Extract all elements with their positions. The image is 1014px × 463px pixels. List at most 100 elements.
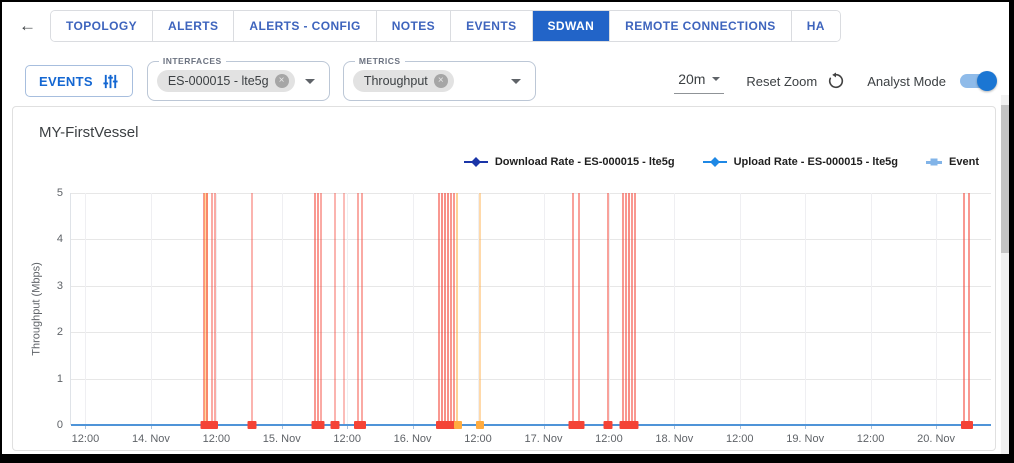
event-vertical-line [437, 193, 440, 425]
event-vertical-line [455, 193, 458, 425]
y-tick-label: 3 [56, 279, 63, 292]
chart-title: MY-FirstVessel [39, 124, 139, 141]
event-vertical-line [213, 193, 216, 425]
toolbar-right-group: 20m Reset Zoom Analyst Mode [674, 68, 998, 94]
event-vertical-line [202, 193, 205, 425]
chip-remove-icon[interactable]: × [433, 74, 448, 88]
y-tick-label: 1 [56, 372, 63, 385]
event-marker [475, 421, 484, 429]
y-axis-title: Throughput (Mbps) [31, 262, 43, 356]
legend-item[interactable]: Download Rate - ES-000015 - lte5g [463, 156, 675, 168]
interface-chip[interactable]: ES-000015 - lte5g × [156, 70, 295, 92]
y-gridline [71, 193, 991, 194]
app-window: ← TOPOLOGY ALERTS ALERTS - CONFIG NOTES EVEN… [2, 2, 1009, 454]
x-tick-label: 12:00 [333, 433, 361, 445]
x-gridline [608, 193, 610, 425]
analyst-mode-label: Analyst Mode [867, 73, 946, 89]
back-arrow-icon[interactable]: ← [19, 16, 36, 35]
x-tick-mark [347, 425, 349, 429]
scrollbar[interactable] [1001, 95, 1009, 454]
x-tick-label: 12:00 [202, 433, 231, 445]
event-vertical-line [607, 193, 610, 425]
plot-area[interactable]: Throughput (Mbps) 0 1 2 3 4 5 12:00 14. Nov 12:0… [31, 187, 991, 445]
interfaces-label: INTERFACES [158, 56, 226, 66]
event-marker [311, 421, 325, 429]
scrollbar-thumb[interactable] [1001, 105, 1009, 253]
x-tick-label: 12:00 [464, 433, 492, 445]
chevron-down-icon [304, 78, 315, 84]
chip-remove-icon[interactable]: × [274, 74, 289, 88]
tab-sdwan[interactable]: SDWAN [532, 11, 611, 41]
event-vertical-line [634, 193, 637, 425]
chevron-down-icon [510, 78, 521, 84]
event-vertical-line [205, 193, 208, 425]
metrics-label: METRICS [354, 56, 405, 66]
event-vertical-line [250, 193, 253, 425]
event-marker [603, 421, 613, 429]
event-vertical-line [452, 193, 455, 425]
event-vertical-line [342, 193, 345, 425]
x-tick-mark [85, 425, 87, 429]
event-marker [247, 421, 257, 429]
event-marker [960, 421, 973, 429]
events-button-label: EVENTS [39, 73, 93, 89]
event-vertical-line [572, 193, 575, 425]
y-gridline [71, 285, 991, 287]
x-tick-mark [674, 425, 676, 429]
chart-card: MY-FirstVessel Download Rate - ES-000015… [12, 106, 996, 451]
legend-diamond-marker [702, 157, 727, 167]
x-gridline [674, 193, 676, 425]
x-gridline [870, 193, 872, 425]
x-tick-label: 20. Nov [917, 433, 956, 445]
toggle-knob [977, 71, 997, 91]
event-vertical-line [628, 193, 631, 425]
tab-notes[interactable]: NOTES [376, 11, 452, 41]
event-marker [619, 421, 639, 429]
metric-chip-label: Throughput [363, 74, 428, 88]
y-tick-label: 4 [56, 233, 63, 246]
x-tick-label: 16. Nov [393, 433, 432, 445]
metrics-select[interactable]: METRICS Throughput × [342, 56, 536, 101]
event-marker [353, 421, 366, 429]
event-marker [436, 421, 457, 429]
tab-alerts-config[interactable]: ALERTS - CONFIG [234, 11, 377, 41]
tab-remote-connections[interactable]: REMOTE CONNECTIONS [610, 11, 792, 41]
interval-select[interactable]: 20m [674, 68, 725, 94]
reset-zoom-refresh-icon[interactable] [827, 72, 845, 90]
event-marker [454, 421, 463, 429]
x-tick-mark [543, 425, 545, 429]
x-gridline [805, 193, 807, 425]
metric-chip[interactable]: Throughput × [352, 70, 454, 92]
x-tick-label: 18. Nov [655, 433, 694, 445]
x-gridline [936, 193, 938, 425]
x-tick-label: 14. Nov [131, 433, 170, 445]
event-vertical-line [443, 193, 446, 425]
x-tick-label: 12:00 [856, 433, 885, 445]
tab-ha[interactable]: HA [791, 11, 840, 41]
legend-square-marker [926, 157, 943, 167]
event-vertical-line [210, 193, 213, 425]
event-marker [575, 421, 585, 429]
analyst-mode-toggle[interactable] [960, 71, 997, 91]
x-gridline [347, 193, 349, 425]
x-tick-label: 19. Nov [786, 433, 825, 445]
x-gridline [412, 193, 414, 425]
reset-zoom-button[interactable]: Reset Zoom [746, 73, 818, 89]
legend-item[interactable]: Upload Rate - ES-000015 - lte5g [702, 156, 899, 168]
events-filter-button[interactable]: EVENTS [25, 65, 133, 97]
event-vertical-line [313, 193, 316, 425]
tab-alerts[interactable]: ALERTS [153, 11, 235, 41]
tab-topology[interactable]: TOPOLOGY [51, 11, 153, 41]
x-tick-mark [150, 425, 152, 429]
legend-label: Download Rate - ES-000015 - lte5g [494, 156, 675, 168]
event-vertical-line [478, 193, 481, 425]
event-marker [200, 421, 210, 429]
legend-diamond-marker [463, 157, 488, 167]
x-tick-label: 12:00 [725, 433, 754, 445]
legend-item[interactable]: Event [926, 156, 979, 168]
event-vertical-line [449, 193, 452, 425]
interfaces-select[interactable]: INTERFACES ES-000015 - lte5g × [146, 56, 330, 101]
tab-events[interactable]: EVENTS [451, 11, 533, 41]
legend-label: Upload Rate - ES-000015 - lte5g [733, 156, 899, 168]
x-gridline [543, 193, 545, 425]
